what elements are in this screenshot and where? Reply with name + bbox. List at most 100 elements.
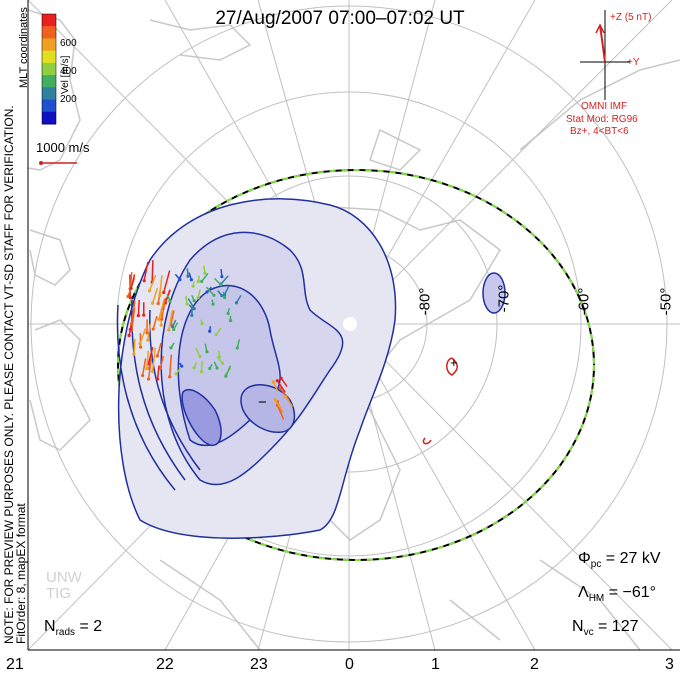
velocity-vector bbox=[280, 377, 288, 387]
reference-vector-label: 1000 m/s bbox=[36, 140, 90, 155]
velocity-vector bbox=[211, 299, 214, 305]
mlt-tick-22: 22 bbox=[156, 656, 174, 673]
imf-indicator bbox=[580, 10, 630, 100]
colorbar-tick-400: 400 bbox=[60, 66, 77, 77]
hm-boundary bbox=[117, 169, 595, 561]
dawn-cell bbox=[482, 272, 506, 314]
velocity-vector bbox=[200, 319, 203, 324]
colorbar-tick-200: 200 bbox=[60, 94, 77, 105]
velocity-vector bbox=[147, 323, 152, 341]
velocity-vector bbox=[137, 299, 140, 316]
velocity-vector bbox=[152, 315, 158, 330]
colorbar-swatch bbox=[42, 62, 56, 76]
velocity-vector bbox=[216, 356, 224, 364]
velocity-vector bbox=[200, 360, 203, 372]
velocity-vector bbox=[197, 275, 200, 282]
velocity-colorbar bbox=[41, 13, 57, 125]
imf-y-label: +Y bbox=[627, 57, 640, 68]
velocity-vector bbox=[220, 268, 223, 277]
watermark-logo: UNW TIG bbox=[46, 569, 82, 602]
colorbar-swatch bbox=[42, 38, 56, 52]
pole-marker bbox=[343, 317, 357, 331]
velocity-vector bbox=[213, 361, 218, 369]
mlt-tick-2: 2 bbox=[530, 656, 539, 673]
stat-phi-pc: Φpc = 27 kV bbox=[578, 550, 661, 571]
mlt-tick-3: 3 bbox=[665, 656, 674, 673]
colorbar-frame bbox=[41, 13, 57, 125]
velocity-vector bbox=[168, 354, 173, 377]
velocity-vector bbox=[235, 294, 242, 304]
velocity-vector bbox=[139, 328, 147, 345]
velocity-vector bbox=[225, 365, 232, 377]
potential-contours bbox=[116, 198, 506, 539]
velocity-vector bbox=[148, 274, 157, 292]
red-marks bbox=[422, 357, 458, 445]
latitude-label-70: -70° bbox=[495, 284, 513, 313]
potential-min-marker: − bbox=[258, 394, 267, 411]
mlt-tick-23: 23 bbox=[250, 656, 268, 673]
velocity-vector bbox=[143, 261, 149, 281]
colorbar-swatch bbox=[42, 26, 56, 39]
velocity-vector bbox=[151, 347, 157, 372]
velocity-vector bbox=[214, 277, 222, 286]
stat-n-rads: Nrads = 2 bbox=[44, 618, 103, 639]
velocity-vector bbox=[175, 367, 181, 375]
velocity-vector bbox=[192, 281, 195, 287]
velocity-vector bbox=[209, 363, 213, 369]
latitude-label-80: -80° bbox=[416, 287, 434, 316]
velocity-vector bbox=[130, 308, 136, 331]
velocity-vector bbox=[174, 273, 181, 281]
velocity-vector bbox=[187, 298, 195, 310]
latitude-label-60: -60° bbox=[575, 287, 593, 316]
mlt-tick-21: 21 bbox=[6, 656, 24, 673]
latitude-label-50: -50° bbox=[657, 287, 675, 316]
velocity-vector bbox=[276, 404, 285, 420]
velocity-vector bbox=[170, 310, 175, 325]
reference-vector-arrow bbox=[39, 161, 77, 165]
imf-condition: Bz+, 4<BT<6 bbox=[570, 126, 629, 137]
velocity-vector bbox=[178, 362, 183, 367]
stat-n-vc: Nvc = 127 bbox=[572, 618, 639, 639]
velocity-vector bbox=[162, 270, 171, 293]
colorbar-swatch bbox=[42, 50, 56, 64]
colorbar-swatch bbox=[42, 99, 56, 113]
velocity-vector bbox=[201, 272, 209, 282]
velocity-vector bbox=[197, 289, 201, 298]
velocity-vector bbox=[188, 272, 193, 280]
plot-title: 27/Aug/2007 07:00–07:02 UT bbox=[215, 8, 465, 29]
velocity-vector bbox=[156, 365, 160, 380]
velocity-vector bbox=[129, 272, 133, 290]
velocity-vector bbox=[130, 274, 136, 289]
colorbar-swatch bbox=[42, 87, 56, 101]
velocity-vector bbox=[168, 309, 174, 331]
velocity-vector bbox=[208, 326, 212, 332]
velocity-vector bbox=[220, 275, 229, 285]
velocity-vector bbox=[156, 342, 162, 357]
velocity-vector bbox=[193, 361, 198, 368]
velocity-vector bbox=[272, 381, 279, 392]
contour-4 bbox=[240, 384, 296, 433]
velocity-vector bbox=[205, 286, 215, 296]
velocity-vector bbox=[147, 356, 153, 380]
velocity-vector bbox=[279, 387, 290, 401]
velocity-vector bbox=[133, 339, 136, 355]
velocity-vector bbox=[204, 343, 208, 352]
velocity-vector bbox=[141, 358, 147, 376]
velocity-vector bbox=[203, 265, 206, 274]
imf-source: OMNI IMF bbox=[581, 101, 628, 112]
stat-lambda-hm: ΛHM = −61° bbox=[578, 584, 657, 605]
velocity-vector bbox=[274, 399, 284, 413]
velocity-vector bbox=[173, 322, 179, 330]
colorbar-swatch bbox=[42, 14, 56, 27]
velocity-vector bbox=[215, 327, 222, 335]
colorbar-swatch bbox=[42, 75, 56, 88]
velocity-vector bbox=[191, 295, 195, 301]
velocity-vectors bbox=[126, 260, 294, 420]
velocity-vector bbox=[159, 355, 165, 369]
velocity-vector bbox=[195, 347, 201, 357]
potential-max-marker: + bbox=[450, 355, 458, 370]
velocity-vector bbox=[285, 396, 294, 408]
velocity-vector bbox=[217, 350, 221, 358]
velocity-vector bbox=[186, 268, 189, 277]
